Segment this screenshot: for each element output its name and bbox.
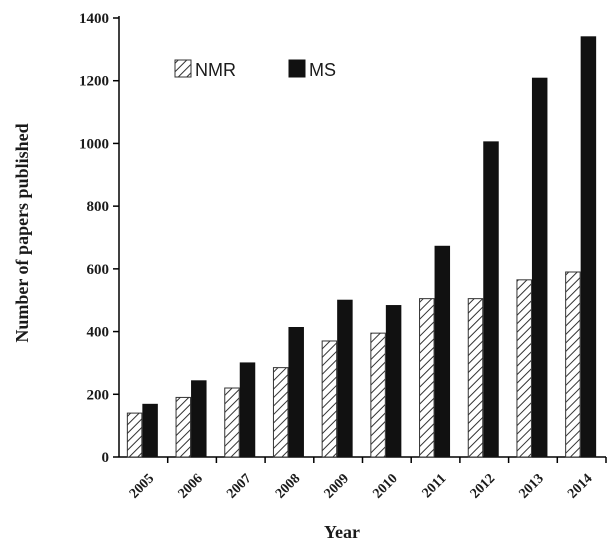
legend-swatch-ms (288, 59, 306, 78)
bar-nmr (467, 298, 484, 458)
bar-nmr (565, 271, 581, 458)
y-tick-label: 1000 (79, 136, 109, 152)
y-tick-label: 600 (87, 262, 110, 278)
bar-nmr (419, 298, 435, 458)
x-tick-label: 2012 (468, 471, 498, 501)
legend-label-nmr: NMR (195, 60, 236, 80)
bar-ms (531, 77, 548, 458)
y-axis-title: Number of papers published (12, 123, 32, 342)
x-tick-label: 2009 (322, 471, 352, 501)
x-tick-label: 2005 (127, 471, 157, 501)
bar-ms (142, 403, 158, 458)
bar-ms (288, 326, 304, 458)
legend-swatch-nmr (174, 59, 192, 78)
plot-area: 0 200 400 600 800 1000 1200 1400 2005 2006 2007 200… (79, 11, 607, 502)
bar-ms (337, 299, 353, 458)
bar-nmr (516, 279, 532, 458)
y-tick-label: 1400 (79, 11, 109, 27)
x-tick-label: 2013 (516, 471, 546, 501)
bar-nmr (126, 412, 143, 458)
bar-ms (483, 141, 499, 458)
bar-nmr (272, 367, 289, 458)
y-tick-label: 1200 (79, 74, 109, 90)
x-tick-label: 2010 (370, 471, 400, 501)
x-tick-label: 2006 (176, 471, 206, 501)
bar-ms (385, 305, 402, 458)
x-tick-label: 2011 (420, 471, 450, 501)
y-tick-label: 0 (102, 450, 110, 466)
bar-ms (191, 380, 207, 458)
y-tick-label: 800 (87, 199, 110, 215)
legend: NMR MS (174, 59, 336, 80)
bar-nmr (321, 340, 338, 458)
bar-nmr (224, 387, 240, 458)
bar-ms (580, 36, 597, 458)
legend-label-ms: MS (309, 60, 336, 80)
x-tick-label: 2014 (565, 471, 595, 501)
bar-ms (239, 362, 256, 458)
y-tick-label: 400 (87, 325, 110, 341)
bar-nmr (175, 396, 192, 458)
x-axis-title: Year (324, 522, 360, 542)
bar-ms (434, 245, 451, 458)
bar-nmr (370, 332, 386, 458)
x-tick-label: 2008 (273, 471, 303, 501)
y-tick-label: 200 (87, 387, 110, 403)
x-tick-label: 2007 (224, 471, 254, 501)
